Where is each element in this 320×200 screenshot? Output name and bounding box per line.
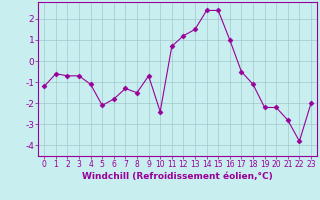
- X-axis label: Windchill (Refroidissement éolien,°C): Windchill (Refroidissement éolien,°C): [82, 172, 273, 181]
